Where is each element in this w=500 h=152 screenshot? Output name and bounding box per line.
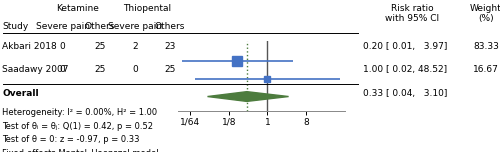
Text: Severe pain: Severe pain — [108, 22, 162, 31]
Text: Weight
(%): Weight (%) — [470, 4, 500, 23]
Text: Akbari 2018: Akbari 2018 — [2, 42, 57, 51]
Text: Heterogeneity: I² = 0.00%, H² = 1.00: Heterogeneity: I² = 0.00%, H² = 1.00 — [2, 108, 158, 117]
Text: Risk ratio
with 95% CI: Risk ratio with 95% CI — [386, 4, 440, 23]
Text: Ketamine: Ketamine — [56, 4, 99, 13]
Text: Fixed-effects Mantel–Haenszel model: Fixed-effects Mantel–Haenszel model — [2, 149, 159, 152]
Text: Saadawy 2007: Saadawy 2007 — [2, 65, 69, 74]
Text: 23: 23 — [164, 42, 175, 51]
Text: 0.33 [ 0.04,   3.10]: 0.33 [ 0.04, 3.10] — [363, 89, 447, 98]
Polygon shape — [208, 92, 288, 101]
Text: 2: 2 — [132, 42, 138, 51]
Text: 25: 25 — [94, 42, 106, 51]
Text: Others: Others — [155, 22, 185, 31]
Text: Severe pain: Severe pain — [36, 22, 90, 31]
Text: 0: 0 — [60, 65, 66, 74]
Text: 25: 25 — [164, 65, 175, 74]
Text: Thiopental: Thiopental — [124, 4, 172, 13]
Text: 0.20 [ 0.01,   3.97]: 0.20 [ 0.01, 3.97] — [363, 42, 447, 51]
Text: Overall: Overall — [2, 89, 39, 98]
Text: 16.67: 16.67 — [473, 65, 499, 74]
Text: 1.00 [ 0.02, 48.52]: 1.00 [ 0.02, 48.52] — [363, 65, 447, 74]
Text: 0: 0 — [60, 42, 66, 51]
Text: Test of θᵢ = θⱼ: Q(1) = 0.42, p = 0.52: Test of θᵢ = θⱼ: Q(1) = 0.42, p = 0.52 — [2, 122, 154, 131]
Text: Test of θ = 0: z = -0.97, p = 0.33: Test of θ = 0: z = -0.97, p = 0.33 — [2, 135, 140, 144]
Text: Study: Study — [2, 22, 29, 31]
Text: 83.33: 83.33 — [473, 42, 499, 51]
Text: 25: 25 — [94, 65, 106, 74]
Text: 0: 0 — [132, 65, 138, 74]
Text: Others: Others — [85, 22, 115, 31]
